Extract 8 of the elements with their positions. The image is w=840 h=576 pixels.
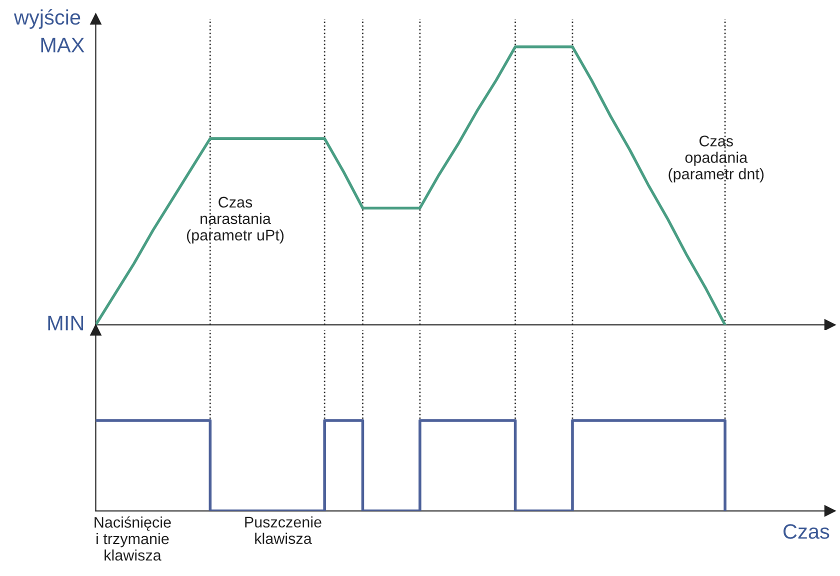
text: Puszczenie klawisza <box>245 516 322 544</box>
text: Naciśnięcie i trzymanie klawisza <box>94 516 171 561</box>
annotation: Czas narastania (parametr uPt) <box>186 196 284 244</box>
text: MIN <box>48 316 84 330</box>
text: MAX <box>41 38 84 52</box>
x-axis-title: Czas <box>784 524 830 539</box>
annotation: Czas opadania (parametr dnt) <box>668 136 764 182</box>
y-axis-title: wyjście <box>14 9 80 29</box>
